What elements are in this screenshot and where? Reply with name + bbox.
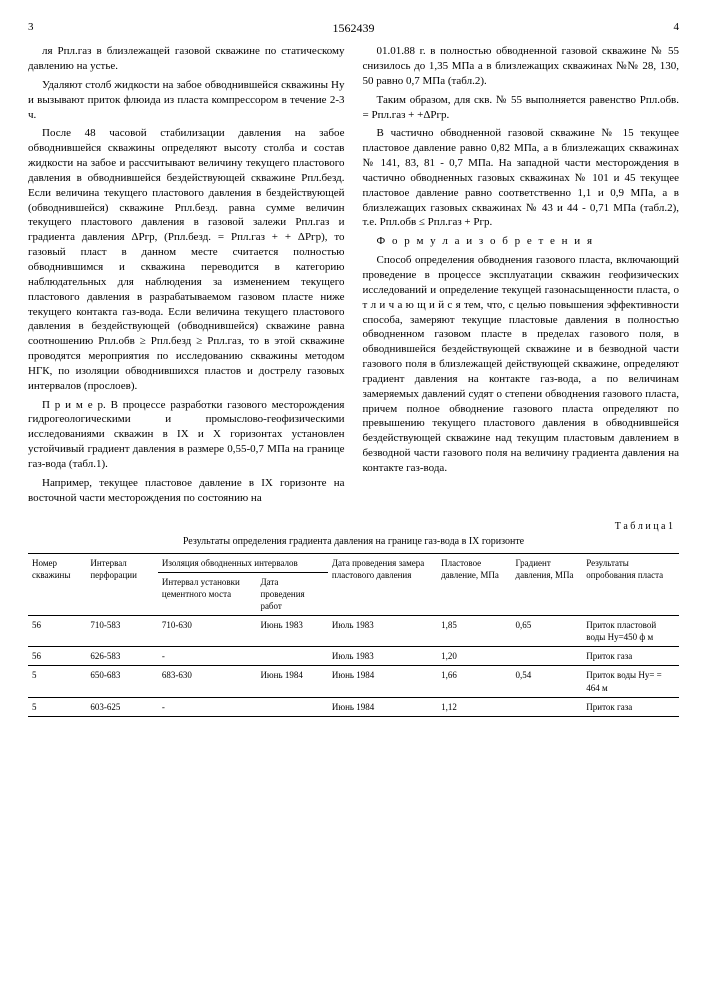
page-right: 4 [674,20,680,36]
th: Дата проведения замера пластового давлен… [328,553,437,616]
th: Интервал перфорации [86,553,158,616]
cell: Июль 1983 [328,616,437,647]
table-row: 56626-583- Июль 19831,20 Приток газа [28,647,679,666]
cell: Июнь 1984 [328,697,437,716]
left-column: ля Рпл.газ в близлежащей газовой скважин… [28,44,345,509]
cell: 5 [28,697,86,716]
cell: 710-583 [86,616,158,647]
cell [512,697,583,716]
th: Пластовое давление, МПа [437,553,511,616]
para: Способ определения обводнения газового п… [363,253,680,476]
cell: 603-625 [86,697,158,716]
formula-heading: Ф о р м у л а и з о б р е т е н и я [363,234,680,249]
cell: 710-630 [158,616,257,647]
cell: 683-630 [158,666,257,697]
para: В частично обводненной газовой скважине … [363,126,680,230]
cell: 1,85 [437,616,511,647]
cell [256,697,327,716]
cell: Июль 1983 [328,647,437,666]
th: Дата проведения работ [256,572,327,615]
th: Градиент давления, МПа [512,553,583,616]
table-title: Результаты определения градиента давлени… [28,535,679,549]
cell: Приток газа [582,647,679,666]
cell: Июнь 1984 [256,666,327,697]
cell: - [158,647,257,666]
th: Номер скважины [28,553,86,616]
right-column: 01.01.88 г. в полностью обводненной газо… [363,44,680,509]
table-caption: Т а б л и ц а 1 [28,520,673,534]
th: Изоляция обводненных интервалов [158,553,328,572]
cell: 1,12 [437,697,511,716]
th: Результаты опробования пласта [582,553,679,616]
para: Удаляют столб жидкости на забое обводнив… [28,78,345,123]
para: 01.01.88 г. в полностью обводненной газо… [363,44,680,89]
para: П р и м е р. В процессе разработки газов… [28,398,345,472]
para: Таким образом, для скв. № 55 выполняется… [363,93,680,123]
cell: Июнь 1984 [328,666,437,697]
para: ля Рпл.газ в близлежащей газовой скважин… [28,44,345,74]
table-row: 5650-683683-630Июнь 1984Июнь 19841,660,5… [28,666,679,697]
cell: 1,20 [437,647,511,666]
cell: - [158,697,257,716]
cell: Приток пластовой воды Нy=450 ф м [582,616,679,647]
cell [256,647,327,666]
cell: Приток газа [582,697,679,716]
cell [512,647,583,666]
para: После 48 часовой стабилизации давления н… [28,126,345,393]
cell: Приток воды Нy= = 464 м [582,666,679,697]
cell: Июнь 1983 [256,616,327,647]
doc-number: 1562439 [34,20,674,36]
cell: 626-583 [86,647,158,666]
th: Интервал установки цементного моста [158,572,257,615]
table-row: 56710-583710-630Июнь 1983Июль 19831,850,… [28,616,679,647]
cell: 0,54 [512,666,583,697]
cell: 1,66 [437,666,511,697]
cell: 56 [28,616,86,647]
table-row: 5603-625- Июнь 19841,12 Приток газа [28,697,679,716]
para: Например, текущее пластовое давление в I… [28,476,345,506]
cell: 0,65 [512,616,583,647]
cell: 650-683 [86,666,158,697]
cell: 56 [28,647,86,666]
cell: 5 [28,666,86,697]
results-table: Номер скважины Интервал перфорации Изоля… [28,553,679,717]
